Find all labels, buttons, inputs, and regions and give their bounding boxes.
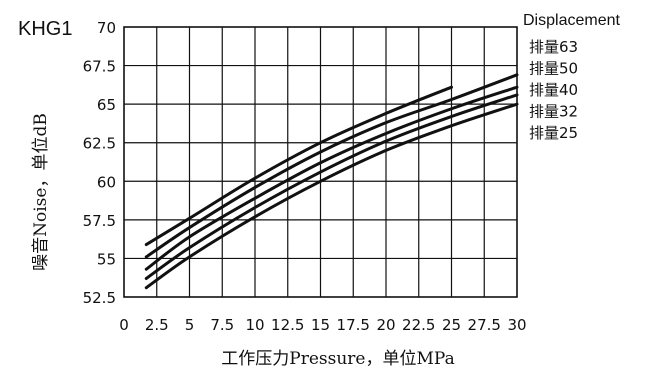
y-tick-label: 57.5: [83, 212, 116, 230]
legend-title: Displacement: [523, 12, 620, 29]
chart-title: KHG1: [18, 18, 72, 40]
x-axis-label: 工作压力Pressure，单位MPa: [221, 349, 454, 369]
series-line-2: [144, 73, 519, 259]
x-tick-label: 15: [311, 316, 330, 334]
legend-item: 排量32: [529, 103, 578, 121]
legend-item: 排量63: [529, 38, 578, 56]
legend-item: 排量50: [529, 60, 578, 78]
y-tick-labels: 52.5 55 57.5 60 62.5 65 67.5 70: [83, 19, 116, 307]
series-lines: [144, 73, 519, 290]
y-tick-label: 65: [97, 96, 116, 114]
x-tick-label: 22.5: [402, 316, 435, 334]
y-tick-label: 62.5: [83, 135, 116, 153]
x-tick-label: 25: [442, 316, 461, 334]
series-line-1: [144, 85, 453, 247]
plot-frame: [123, 26, 518, 298]
y-tick-label: 55: [97, 250, 116, 268]
y-tick-label: 52.5: [83, 289, 116, 307]
series-line-4: [144, 93, 519, 280]
x-tick-label: 7.5: [210, 316, 234, 334]
y-tick-label: 60: [97, 173, 116, 191]
x-tick-label: 10: [245, 316, 264, 334]
series-line-5: [144, 102, 519, 290]
y-tick-label: 67.5: [83, 58, 116, 76]
x-tick-label: 0: [119, 316, 129, 334]
legend-item: 排量25: [529, 124, 578, 142]
legend: 排量63 排量50 排量40 排量32 排量25: [529, 38, 578, 142]
x-tick-label: 27.5: [468, 316, 501, 334]
x-tick-label: 30: [507, 316, 526, 334]
series-line-3: [144, 85, 519, 271]
x-tick-label: 5: [185, 316, 195, 334]
x-tick-label: 20: [376, 316, 395, 334]
x-tick-label: 12.5: [271, 316, 304, 334]
y-tick-label: 70: [97, 19, 116, 37]
y-axis-label: 噪音Noise，单位dB: [31, 113, 51, 271]
x-tick-label: 17.5: [337, 316, 370, 334]
legend-item: 排量40: [529, 81, 578, 99]
x-tick-labels: 0 2.5 5 7.5 10 12.5 15 17.5 20 22.5 25 27.5 30: [119, 316, 526, 334]
x-tick-label: 2.5: [145, 316, 169, 334]
